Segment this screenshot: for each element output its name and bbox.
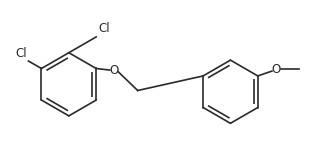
- Text: O: O: [272, 63, 281, 76]
- Text: Cl: Cl: [98, 22, 110, 35]
- Text: O: O: [109, 64, 118, 77]
- Text: Cl: Cl: [15, 47, 27, 60]
